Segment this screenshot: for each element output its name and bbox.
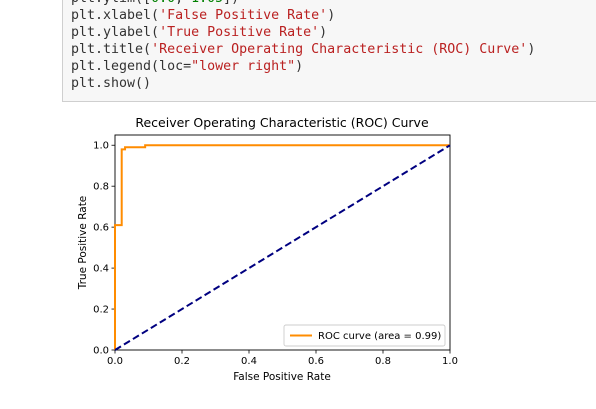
code-token: plt.legend(loc= bbox=[71, 59, 192, 74]
code-line: plt.title('Receiver Operating Characteri… bbox=[71, 41, 535, 58]
code-line: plt.legend(loc="lower right") bbox=[71, 58, 535, 75]
x-tick-label: 0.4 bbox=[241, 356, 257, 367]
code-token: 'Receiver Operating Characteristic (ROC)… bbox=[151, 42, 528, 57]
code-cell[interactable]: plt.ylim([0.0, 1.05])plt.xlabel('False P… bbox=[62, 0, 596, 102]
code-token: ) bbox=[327, 8, 336, 23]
series-lines bbox=[114, 144, 451, 351]
chart-title: Receiver Operating Characteristic (ROC) … bbox=[135, 115, 429, 130]
y-tick-label: 0.8 bbox=[93, 182, 109, 193]
code-token: , bbox=[175, 0, 191, 6]
y-axis-ticks: 0.0 0.2 0.4 0.6 0.8 1.0 bbox=[93, 141, 115, 357]
code-token: 0.0 bbox=[151, 0, 175, 6]
x-tick-label: 0.8 bbox=[375, 356, 391, 367]
y-tick-label: 0.6 bbox=[93, 223, 109, 234]
y-tick-label: 0.0 bbox=[93, 346, 109, 357]
x-tick-label: 0.2 bbox=[174, 356, 190, 367]
legend-box bbox=[283, 324, 446, 347]
y-tick-label: 0.2 bbox=[93, 305, 109, 316]
x-axis-label: False Positive Rate bbox=[233, 371, 331, 383]
roc-curve-line bbox=[114, 144, 450, 350]
x-tick-label: 1.0 bbox=[442, 356, 458, 367]
code-token: ) bbox=[295, 59, 304, 74]
code-token: plt.xlabel( bbox=[71, 8, 160, 23]
x-axis-ticks: 0.0 0.2 0.4 0.6 0.8 1.0 bbox=[107, 350, 458, 367]
code-token: 'True Positive Rate' bbox=[159, 25, 320, 40]
roc-chart: Receiver Operating Characteristic (ROC) … bbox=[77, 115, 458, 383]
code-line: plt.ylabel('True Positive Rate') bbox=[71, 24, 535, 41]
y-tick-label: 1.0 bbox=[93, 141, 109, 152]
plot-area bbox=[114, 134, 451, 351]
code-token: 'False Positive Rate' bbox=[159, 8, 328, 23]
legend: ROC curve (area = 0.99) bbox=[283, 324, 446, 347]
code-token: ) bbox=[319, 25, 328, 40]
x-tick-label: 0.0 bbox=[107, 356, 123, 367]
code-line: plt.ylim([0.0, 1.05]) bbox=[71, 0, 535, 7]
code-line: plt.xlabel('False Positive Rate') bbox=[71, 7, 535, 24]
code-token: plt.ylim([ bbox=[71, 0, 151, 6]
code-token: "lower right" bbox=[191, 59, 296, 74]
output-area: Receiver Operating Characteristic (ROC) … bbox=[62, 108, 596, 405]
code-line: plt.show() bbox=[71, 75, 535, 92]
code-token: ]) bbox=[223, 0, 239, 6]
code-token: plt.title( bbox=[71, 42, 152, 57]
code-token: 1.05 bbox=[191, 0, 223, 6]
x-tick-label: 0.6 bbox=[308, 356, 324, 367]
code-token: ) bbox=[527, 42, 536, 57]
code-editor[interactable]: plt.ylim([0.0, 1.05])plt.xlabel('False P… bbox=[71, 0, 535, 92]
legend-label: ROC curve (area = 0.99) bbox=[318, 331, 441, 342]
code-token: plt.show() bbox=[71, 76, 152, 91]
y-axis-label: True Positive Rate bbox=[77, 196, 89, 291]
y-tick-label: 0.4 bbox=[93, 264, 109, 275]
code-token: plt.ylabel( bbox=[71, 25, 160, 40]
diagonal-reference-line bbox=[114, 144, 451, 351]
